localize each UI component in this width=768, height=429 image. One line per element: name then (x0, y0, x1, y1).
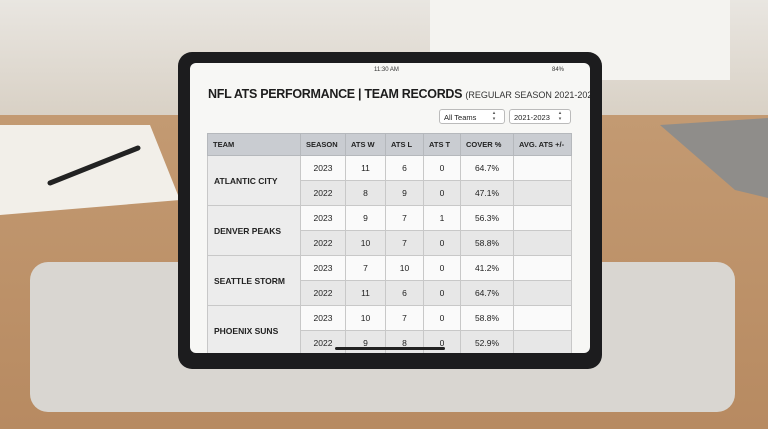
table-row: SEATTLE STORM 2023 7 10 0 41.2% (207, 255, 572, 306)
avg-cell (513, 280, 572, 306)
cell: 10 (385, 255, 424, 281)
cell: 8 (345, 180, 386, 206)
cell: 47.1% (460, 180, 514, 206)
title: NFL ATS PERFORMANCE | TEAM RECORDS (208, 87, 463, 101)
cell: 58.8% (460, 305, 514, 331)
cell: 0 (423, 255, 461, 281)
cell: 2022 (300, 330, 346, 353)
cell: 56.3% (460, 205, 514, 231)
cell: 0 (423, 180, 461, 206)
avg-cell (513, 205, 572, 231)
status-time: 11:30 AM (374, 67, 399, 73)
table-body: ATLANTIC CITY 2023 11 6 0 64.7% 2022 8 9 0 47.1% DE… (207, 155, 572, 353)
column-header: COVER % (460, 133, 514, 156)
cell: 64.7% (460, 280, 514, 306)
cell: 6 (385, 155, 424, 181)
cell: 2023 (300, 305, 346, 331)
table-row: PHOENIX SUNS 2023 10 7 0 58.8% (207, 305, 572, 353)
cell: 64.7% (460, 155, 514, 181)
avg-cell (513, 330, 572, 353)
avg-cell (513, 255, 572, 281)
cell: 41.2% (460, 255, 514, 281)
cell: 10 (345, 305, 386, 331)
pen (47, 145, 141, 186)
cell: 2022 (300, 280, 346, 306)
tablet-screen: 11:30 AM 84% NFL ATS PERFORMANCE | TEAM … (190, 63, 590, 353)
cell: 2023 (300, 155, 346, 181)
cell: 2022 (300, 180, 346, 206)
cell: 52.9% (460, 330, 514, 353)
column-header: SEASON (300, 133, 346, 156)
cell: 2022 (300, 230, 346, 256)
cell: 11 (345, 280, 386, 306)
cell: 7 (345, 255, 386, 281)
home-indicator (335, 347, 445, 350)
cell: 7 (385, 305, 424, 331)
table-row: DENVER PEAKS 2023 9 7 1 56.3% (207, 205, 572, 256)
cell: 9 (345, 205, 386, 231)
cell: 0 (423, 305, 461, 331)
team-name: ATLANTIC CITY (207, 155, 301, 206)
page-title: NFL ATS PERFORMANCE | TEAM RECORDS (REGU… (208, 87, 590, 101)
table-row: 2022 10 7 0 58.8% (208, 230, 572, 256)
avg-cell (513, 305, 572, 331)
column-header: ATS T (423, 133, 461, 156)
cell: 0 (423, 280, 461, 306)
cell: 11 (345, 155, 386, 181)
status-battery: 84% (552, 67, 565, 73)
column-header: TEAM (207, 133, 301, 156)
column-header: AVG. ATS +/- (513, 133, 572, 156)
laptop (660, 118, 768, 198)
subtitle: (REGULAR SEASON 2021-2023) (465, 90, 590, 100)
notebook (0, 125, 180, 215)
season-filter[interactable]: 2021-2023 (509, 109, 571, 124)
cell: 2023 (300, 205, 346, 231)
team-name: SEATTLE STORM (207, 255, 301, 306)
team-name: DENVER PEAKS (207, 205, 301, 256)
cell: 1 (423, 205, 461, 231)
team-filter[interactable]: All Teams (439, 109, 505, 124)
table-row: 2022 8 9 0 47.1% (208, 180, 572, 206)
column-header: ATS L (385, 133, 424, 156)
cell: 10 (345, 230, 386, 256)
cell: 7 (385, 230, 424, 256)
cell: 2023 (300, 255, 346, 281)
table-row: ATLANTIC CITY 2023 11 6 0 64.7% (207, 155, 572, 206)
cell: 9 (385, 180, 424, 206)
header-row: TEAM SEASON ATS W ATS L ATS T COVER % AVG. ATS… (207, 133, 572, 156)
cell: 0 (423, 230, 461, 256)
records-table: TEAM SEASON ATS W ATS L ATS T COVER % AVG. ATS… (207, 133, 572, 353)
avg-cell (513, 155, 572, 181)
cell: 6 (385, 280, 424, 306)
cell: 0 (423, 155, 461, 181)
cell: 58.8% (460, 230, 514, 256)
avg-cell (513, 180, 572, 206)
team-name: PHOENIX SUNS (207, 305, 301, 353)
column-header: ATS W (345, 133, 386, 156)
avg-cell (513, 230, 572, 256)
cell: 7 (385, 205, 424, 231)
